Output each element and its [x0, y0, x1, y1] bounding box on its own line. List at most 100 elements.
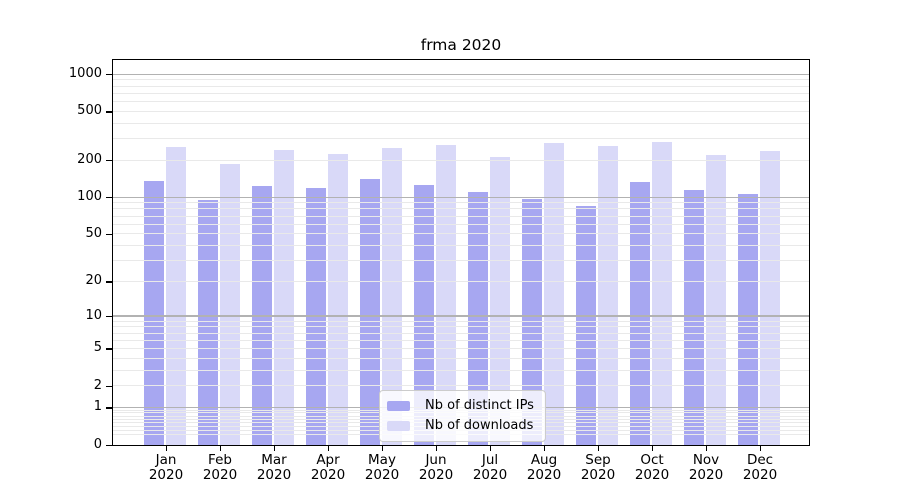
y-tick-mark [106, 407, 112, 409]
major-gridline [113, 73, 809, 75]
x-tick-mark [759, 445, 761, 451]
bar-distinct-ips [306, 188, 326, 445]
bar-downloads [598, 146, 618, 445]
x-tick-label: Dec 2020 [742, 452, 778, 483]
bar-downloads [544, 142, 564, 445]
minor-gridline [113, 79, 809, 81]
minor-gridline [113, 138, 809, 140]
y-tick-label: 2 [93, 377, 102, 393]
x-tick-label: Jun 2020 [418, 452, 454, 483]
y-tick-mark [106, 233, 112, 235]
x-tick-label: Sep 2020 [580, 452, 616, 483]
minor-gridline [113, 85, 809, 87]
legend-swatch-downloads [387, 420, 410, 432]
y-tick-mark [106, 281, 112, 283]
x-tick-label: Apr 2020 [310, 452, 346, 483]
x-tick-label: May 2020 [364, 452, 400, 483]
y-tick-mark [106, 74, 112, 76]
legend-item-label: Nb of distinct IPs [425, 398, 534, 413]
y-tick-mark [106, 111, 112, 113]
bar-downloads [490, 156, 510, 445]
y-tick-label: 100 [77, 189, 102, 205]
y-tick-mark [106, 348, 112, 350]
bar-distinct-ips [414, 184, 434, 445]
chart-title: frma 2020 [420, 36, 502, 54]
minor-gridline [113, 339, 809, 341]
y-tick-label: 500 [77, 103, 102, 119]
x-tick-mark [651, 445, 653, 451]
bar-distinct-ips [468, 192, 488, 445]
x-tick-label: Feb 2020 [202, 452, 238, 483]
minor-gridline [113, 92, 809, 94]
minor-gridline [113, 208, 809, 210]
x-tick-mark [381, 445, 383, 451]
y-tick-label: 1 [93, 399, 102, 415]
minor-gridline [113, 233, 809, 235]
x-tick-mark [327, 445, 329, 451]
bar-distinct-ips [198, 200, 218, 445]
y-tick-label: 20 [85, 273, 102, 289]
y-tick-label: 1000 [68, 66, 102, 82]
legend-swatch-distinct-ips [387, 400, 410, 412]
minor-gridline [113, 369, 809, 371]
major-gridline [113, 315, 809, 317]
legend: Nb of distinct IPs Nb of downloads [379, 390, 546, 442]
bar-downloads [328, 154, 348, 445]
y-tick-mark [106, 444, 112, 446]
legend-item: Nb of downloads [387, 416, 534, 436]
minor-gridline [113, 385, 809, 387]
minor-gridline [113, 122, 809, 124]
bars-layer [113, 60, 809, 445]
bar-downloads [706, 154, 726, 445]
minor-gridline [113, 280, 809, 282]
y-tick-mark [106, 315, 112, 318]
x-tick-label: Oct 2020 [634, 452, 670, 483]
x-tick-mark [219, 445, 221, 451]
minor-gridline [113, 215, 809, 217]
y-tick-mark [106, 385, 112, 387]
bar-distinct-ips [630, 181, 650, 445]
minor-gridline [113, 244, 809, 246]
minor-gridline [113, 320, 809, 322]
legend-item: Nb of distinct IPs [387, 396, 534, 416]
bar-distinct-ips [360, 179, 380, 445]
x-tick-mark [165, 445, 167, 451]
x-tick-label: Jan 2020 [148, 452, 184, 483]
legend-item-label: Nb of downloads [425, 418, 534, 433]
bar-downloads [382, 148, 402, 445]
minor-gridline [113, 110, 809, 112]
x-tick-mark [597, 445, 599, 451]
minor-gridline [113, 332, 809, 334]
bar-downloads [220, 164, 240, 445]
y-tick-label: 200 [77, 152, 102, 168]
bar-downloads [274, 150, 294, 445]
plot-area: Nb of distinct IPs Nb of downloads [112, 59, 810, 446]
minor-gridline [113, 357, 809, 359]
x-tick-label: Mar 2020 [256, 452, 292, 483]
bar-distinct-ips [738, 193, 758, 445]
x-tick-mark [435, 445, 437, 451]
x-tick-mark [705, 445, 707, 451]
y-tick-label: 10 [85, 307, 102, 323]
y-tick-label: 0 [93, 436, 102, 452]
y-tick-label: 50 [85, 225, 102, 241]
minor-gridline [113, 101, 809, 103]
y-tick-mark [106, 197, 112, 199]
x-tick-label: Nov 2020 [688, 452, 724, 483]
y-tick-mark [106, 160, 112, 162]
bar-downloads [166, 147, 186, 445]
x-tick-mark [543, 445, 545, 451]
x-tick-label: Aug 2020 [526, 452, 562, 483]
bar-distinct-ips [684, 190, 704, 445]
minor-gridline [113, 347, 809, 349]
minor-gridline [113, 159, 809, 161]
bar-downloads [652, 142, 672, 445]
x-tick-label: Jul 2020 [472, 452, 508, 483]
minor-gridline [113, 202, 809, 204]
minor-gridline [113, 259, 809, 261]
bar-distinct-ips [144, 181, 164, 445]
bar-downloads [760, 151, 780, 445]
x-tick-mark [489, 445, 491, 451]
major-gridline [113, 196, 809, 198]
